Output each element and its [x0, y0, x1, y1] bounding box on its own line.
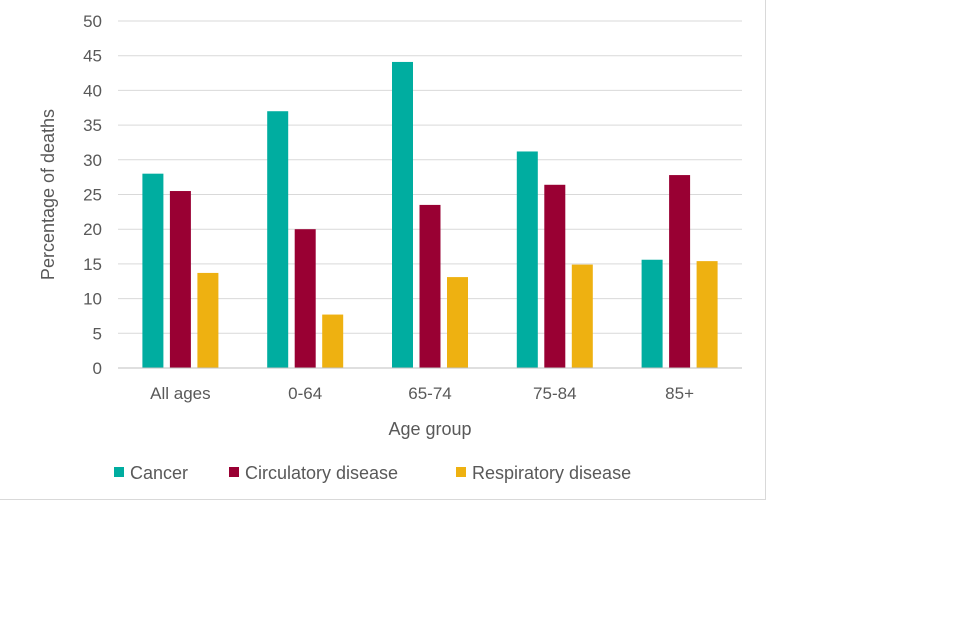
bars — [142, 61, 718, 369]
y-tick-label: 50 — [83, 12, 102, 31]
y-tick-label: 45 — [83, 47, 102, 66]
x-axis-ticks: All ages 0-64 65-74 75-84 85+ — [150, 384, 694, 403]
bar-circulatory-disease — [544, 184, 566, 368]
x-tick-label: 75-84 — [533, 384, 576, 403]
y-tick-label: 40 — [83, 81, 102, 100]
y-tick-label: 30 — [83, 151, 102, 170]
y-tick-label: 10 — [83, 290, 102, 309]
bar-circulatory-disease — [419, 204, 441, 368]
y-axis-label: Percentage of deaths — [38, 109, 58, 280]
bar-cancer — [641, 259, 663, 368]
y-tick-label: 25 — [83, 186, 102, 205]
y-tick-label: 5 — [93, 324, 102, 343]
legend-label: Respiratory disease — [472, 463, 631, 483]
x-tick-label: 85+ — [665, 384, 694, 403]
legend-swatch — [229, 467, 239, 477]
y-tick-label: 15 — [83, 255, 102, 274]
chart-frame — [0, 0, 766, 500]
bar-circulatory-disease — [294, 229, 316, 368]
legend-label: Cancer — [130, 463, 188, 483]
y-axis-ticks: 0 5 10 15 20 25 30 35 40 45 50 — [83, 12, 102, 378]
x-axis-label: Age group — [388, 419, 471, 439]
x-tick-label: 65-74 — [408, 384, 451, 403]
y-tick-label: 0 — [93, 359, 102, 378]
bar-respiratory-disease — [696, 261, 718, 368]
legend-swatch — [456, 467, 466, 477]
bar-respiratory-disease — [197, 272, 219, 368]
bar-cancer — [392, 61, 413, 369]
bar-circulatory-disease — [669, 175, 691, 368]
x-tick-label: All ages — [150, 384, 210, 403]
x-tick-label: 0-64 — [288, 384, 322, 403]
bar-cancer — [267, 111, 289, 368]
legend-label: Circulatory disease — [245, 463, 398, 483]
bar-respiratory-disease — [322, 314, 344, 368]
bar-respiratory-disease — [571, 264, 593, 368]
bar-cancer — [516, 151, 538, 368]
y-tick-label: 20 — [83, 220, 102, 239]
bar-respiratory-disease — [447, 277, 468, 368]
bar-circulatory-disease — [169, 191, 191, 368]
bar-cancer — [142, 173, 164, 368]
y-tick-label: 35 — [83, 116, 102, 135]
legend-swatch — [114, 467, 124, 477]
legend: Cancer Circulatory disease Respiratory dis… — [114, 463, 631, 483]
